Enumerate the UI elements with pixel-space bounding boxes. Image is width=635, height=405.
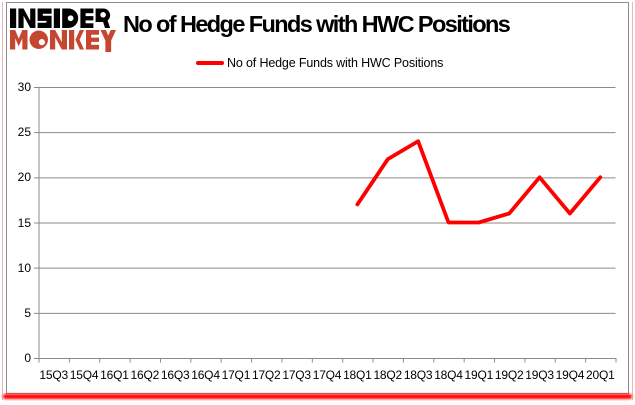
y-tick-label-10: 10 (17, 260, 31, 275)
y-tick-label-20: 20 (17, 170, 31, 185)
x-tick-label-16Q1: 16Q1 (100, 368, 129, 382)
x-tick-label-16Q3: 16Q3 (160, 368, 190, 382)
x-tick-label-19Q2: 19Q2 (494, 368, 524, 382)
x-tick-label-15Q4: 15Q4 (69, 368, 99, 382)
x-tick-label-17Q4: 17Q4 (312, 368, 342, 382)
series-line (355, 139, 603, 225)
y-tick-label-25: 25 (17, 125, 31, 140)
bottom-red-bar (3, 393, 632, 399)
x-tick-label-18Q1: 18Q1 (343, 368, 372, 382)
left-red-edge (2, 2, 3, 400)
x-tick-label-17Q2: 17Q2 (251, 368, 281, 382)
y-tick-label-5: 5 (24, 305, 31, 320)
x-tick-label-17Q3: 17Q3 (282, 368, 311, 382)
page-title: No of Hedge Funds with HWC Positions (123, 11, 511, 37)
x-tick-label-19Q1: 19Q1 (464, 368, 494, 382)
legend-line-swatch (196, 60, 224, 66)
insider-monkey-logo (10, 8, 116, 52)
x-tick-label-19Q4: 19Q4 (555, 368, 585, 382)
chart-legend: No of Hedge Funds with HWC Positions (196, 55, 443, 71)
legend-label: No of Hedge Funds with HWC Positions (227, 56, 444, 70)
x-tick-label-18Q2: 18Q2 (373, 368, 403, 382)
x-tick-label-16Q4: 16Q4 (191, 368, 220, 382)
y-tick-label-30: 30 (17, 80, 31, 94)
x-tick-label-19Q3: 19Q3 (525, 368, 554, 382)
right-red-edge (632, 2, 633, 400)
y-tick-label-0: 0 (24, 351, 31, 365)
x-tick-label-18Q3: 18Q3 (403, 368, 433, 382)
x-tick-label-20Q1: 20Q1 (586, 368, 615, 382)
x-tick-label-18Q4: 18Q4 (434, 368, 463, 382)
x-tick-label-17Q1: 17Q1 (221, 368, 251, 382)
y-tick-label-15: 15 (17, 215, 31, 230)
x-tick-label-16Q2: 16Q2 (130, 368, 160, 382)
x-tick-label-15Q3: 15Q3 (39, 368, 68, 382)
chart-frame (6, 2, 629, 394)
